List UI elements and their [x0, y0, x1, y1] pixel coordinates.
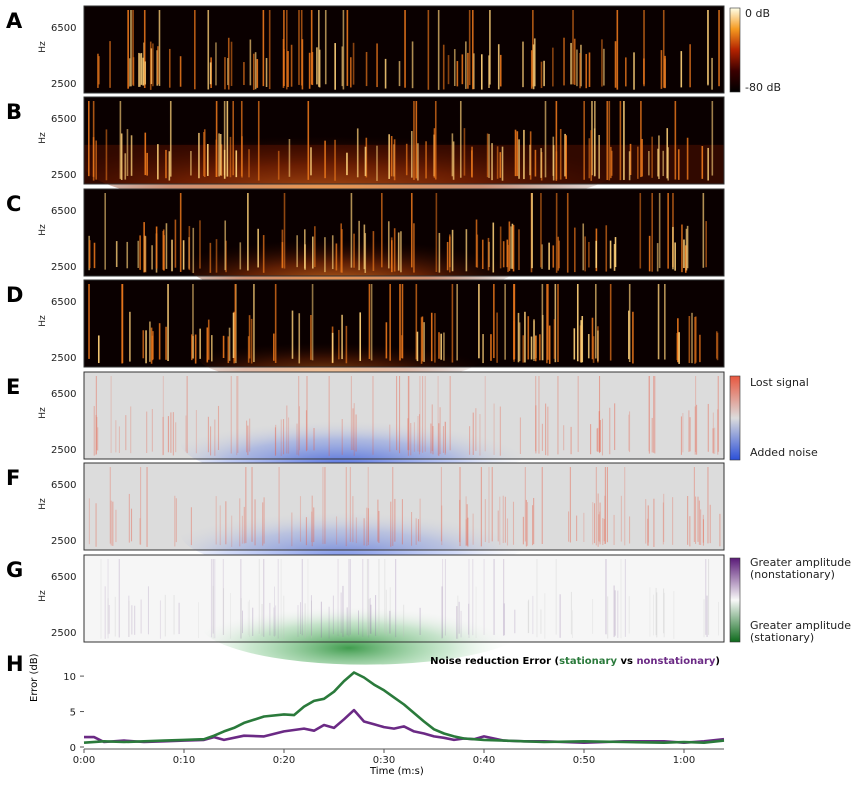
spectrogram-frame [83, 5, 725, 94]
diff-legend-top: Lost signal [750, 376, 809, 389]
panel-ytick-label: 6500 [51, 297, 77, 308]
spectrogram-frame [83, 554, 725, 643]
amp-legend-bottom-2: (stationary) [750, 631, 815, 644]
chart-y-label: Error (dB) [29, 653, 40, 702]
panel-letter-b: B [6, 100, 23, 124]
chart-title-nonstationary: nonstationary [636, 656, 716, 667]
amp-legend-top-2: (nonstationary) [750, 568, 835, 581]
spectrogram-frame [83, 462, 725, 551]
panel-ytick-label: 2500 [51, 628, 77, 639]
amp-legend-bottom-1: Greater amplitude [750, 619, 851, 632]
panel-letter-e: E [6, 375, 21, 399]
spectrogram-frame [83, 279, 725, 368]
diff-legend-bottom: Added noise [750, 446, 818, 459]
panel-letter-h: H [6, 652, 24, 676]
diff-colorbar [729, 375, 741, 461]
chart-title-suffix: ) [715, 656, 720, 667]
chart-x-label: Time (m:s) [370, 766, 424, 777]
panel-ytick-label: 2500 [51, 445, 77, 456]
chart-title-vs: vs [617, 656, 637, 667]
panel-letter-d: D [6, 283, 24, 307]
panel-ytick-label: 2500 [51, 79, 77, 90]
db-colorbar [729, 7, 741, 93]
panel-ytick-label: 6500 [51, 23, 77, 34]
panel-ytick-label: 6500 [51, 206, 77, 217]
chart-title-prefix: Noise reduction Error ( [430, 656, 560, 667]
stationary-excess-region [199, 581, 532, 665]
db-legend-bottom: -80 dB [745, 81, 781, 94]
db-legend-top: 0 dB [745, 7, 771, 20]
spectrogram-frame [83, 188, 725, 277]
panel-ytick-label: 2500 [51, 353, 77, 364]
panel-ytick-label: 6500 [51, 480, 77, 491]
panel-letter-c: C [6, 192, 22, 216]
panel-ytick-label: 6500 [51, 114, 77, 125]
panel-letter-a: A [6, 9, 23, 33]
panel-ytick-label: 2500 [51, 262, 77, 273]
panel-ytick-label: 2500 [51, 170, 77, 181]
panel-ytick-label: 6500 [51, 389, 77, 400]
residual-noise [199, 332, 481, 385]
chart-title-stationary: stationary [559, 656, 617, 667]
panel-letter-f: F [6, 466, 21, 490]
added-noise-region [180, 489, 539, 577]
panel-ytick-label: 6500 [51, 572, 77, 583]
spectrogram-frame [83, 96, 725, 185]
chart-title: Noise reduction Error (stationary vs non… [430, 656, 720, 667]
spectrogram-frame [83, 371, 725, 460]
broadband-noise [84, 144, 724, 184]
panel-ytick-label: 2500 [51, 536, 77, 547]
panel-letter-g: G [6, 558, 24, 582]
amp-legend-top-1: Greater amplitude [750, 556, 851, 569]
amp-colorbar [729, 557, 741, 643]
